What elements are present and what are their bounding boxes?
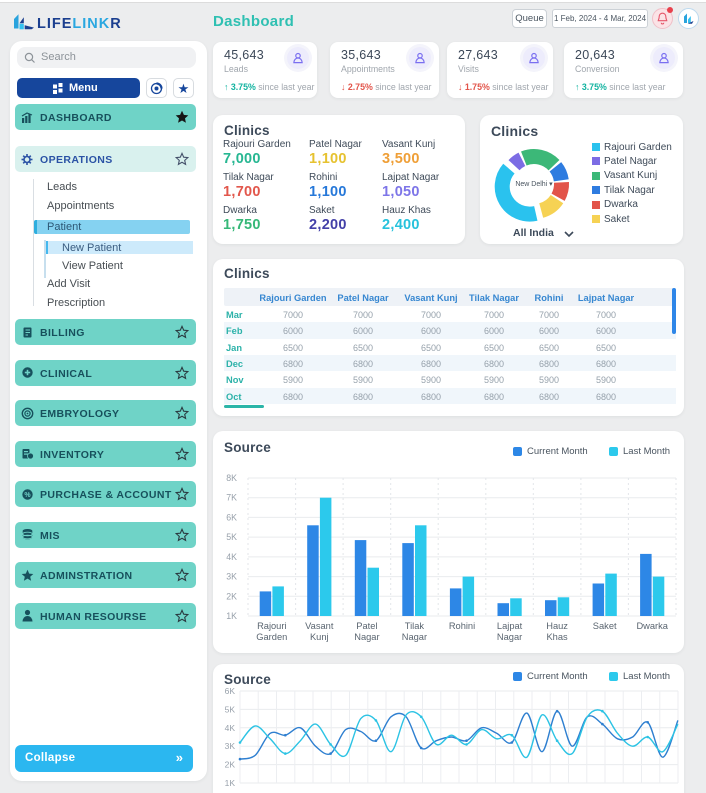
svg-text:Lajpat: Lajpat xyxy=(497,621,523,631)
svg-text:5K: 5K xyxy=(226,532,237,542)
svg-text:3K: 3K xyxy=(226,572,237,582)
svg-text:Rajouri: Rajouri xyxy=(257,621,286,631)
svg-text:LIFELINKR: LIFELINKR xyxy=(37,16,122,32)
svg-text:4K: 4K xyxy=(226,552,237,562)
svg-text:Rohini: Rohini xyxy=(449,621,475,631)
svg-text:Khas: Khas xyxy=(546,632,568,642)
svg-text:2K: 2K xyxy=(225,760,236,770)
svg-text:Nagar: Nagar xyxy=(497,632,522,642)
svg-text:1K: 1K xyxy=(226,611,237,621)
svg-text:Tilak: Tilak xyxy=(405,621,425,631)
svg-text:Vasant: Vasant xyxy=(305,621,334,631)
svg-text:Saket: Saket xyxy=(593,621,617,631)
svg-text:5K: 5K xyxy=(225,704,236,714)
svg-text:7K: 7K xyxy=(226,493,237,503)
svg-text:6K: 6K xyxy=(225,686,236,696)
svg-text:1K: 1K xyxy=(225,778,236,788)
svg-text:Nagar: Nagar xyxy=(402,632,427,642)
svg-text:New Delhi ▾: New Delhi ▾ xyxy=(515,181,553,188)
svg-text:Kunj: Kunj xyxy=(310,632,329,642)
svg-text:Patel: Patel xyxy=(356,621,377,631)
svg-text:2K: 2K xyxy=(226,591,237,601)
svg-text:Dwarka: Dwarka xyxy=(636,621,668,631)
svg-text:6K: 6K xyxy=(226,512,237,522)
svg-text:4K: 4K xyxy=(225,723,236,733)
svg-text:Hauz: Hauz xyxy=(546,621,568,631)
svg-text:%: % xyxy=(24,492,31,499)
svg-text:8K: 8K xyxy=(226,473,237,483)
svg-text:Garden: Garden xyxy=(256,632,287,642)
svg-text:3K: 3K xyxy=(225,741,236,751)
svg-text:Nagar: Nagar xyxy=(354,632,379,642)
